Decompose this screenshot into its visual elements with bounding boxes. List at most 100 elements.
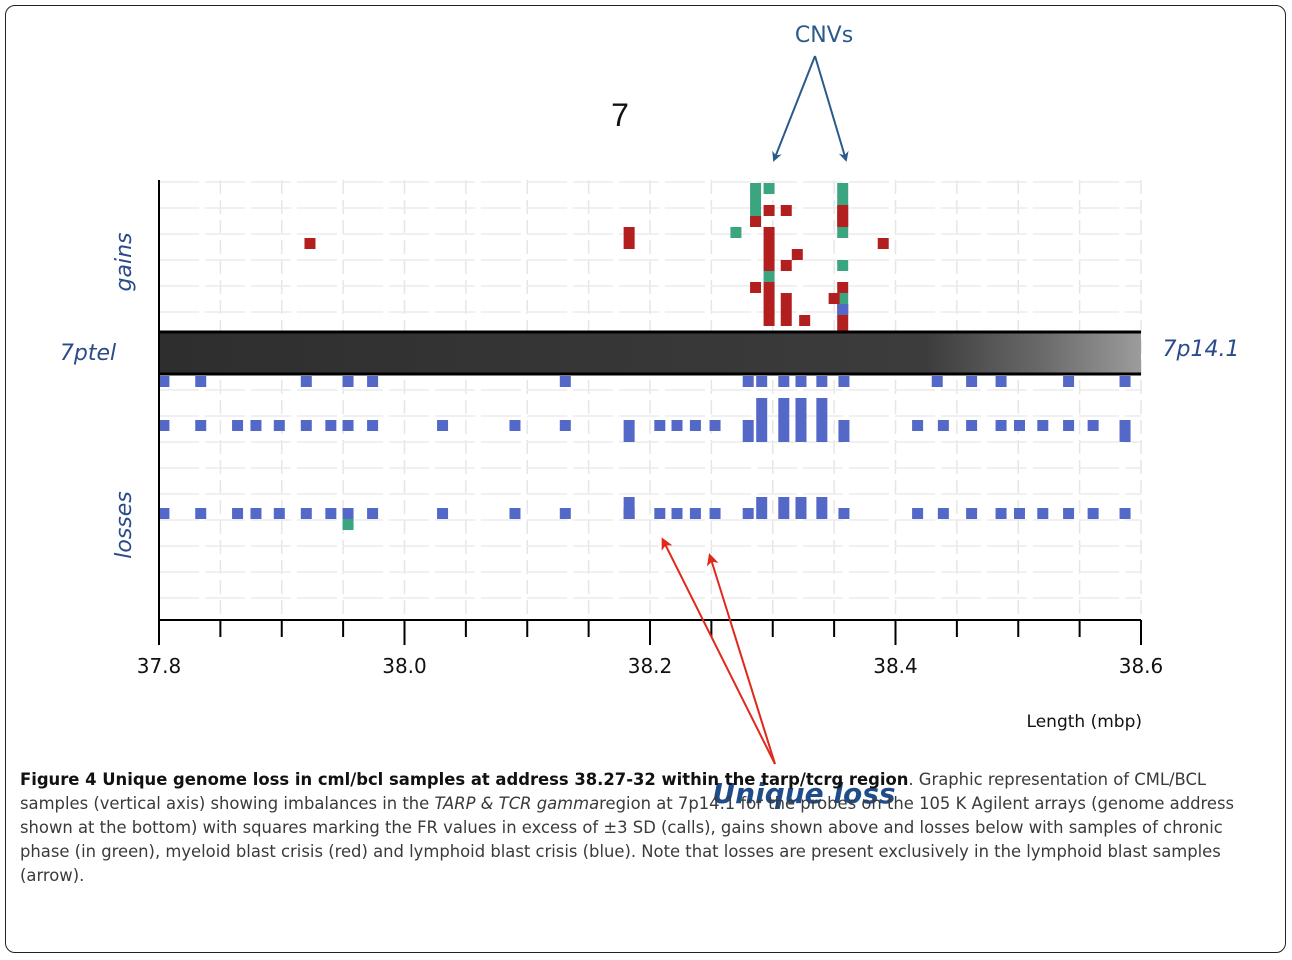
mark-gain: [780, 293, 792, 304]
mark-gain: [837, 315, 849, 326]
mark-loss: [742, 508, 754, 519]
mark-gain: [763, 205, 775, 216]
mark-loss: [689, 508, 701, 519]
mark-loss: [838, 431, 850, 442]
mark-loss: [795, 398, 807, 409]
mark-loss: [838, 420, 850, 431]
mark-gain: [750, 282, 762, 293]
mark-gain: [730, 227, 742, 238]
figure-frame: [5, 5, 1286, 953]
mark-gain: [763, 293, 775, 304]
mark-loss: [995, 508, 1007, 519]
mark-loss: [816, 376, 828, 387]
mark-gain: [623, 227, 635, 238]
mark-loss: [1119, 508, 1131, 519]
mark-loss: [795, 376, 807, 387]
mark-gain: [780, 315, 792, 326]
x-axis-label: Length (mbp): [1027, 712, 1142, 732]
mark-loss: [437, 420, 449, 431]
mark-loss: [838, 376, 850, 387]
mark-loss: [509, 420, 521, 431]
mark-gain: [623, 238, 635, 249]
mark-loss: [232, 420, 244, 431]
mark-loss: [654, 420, 666, 431]
mark-gain: [837, 194, 849, 205]
mark-loss: [300, 508, 312, 519]
mark-gain: [763, 304, 775, 315]
mark-loss: [937, 420, 949, 431]
mark-loss: [1119, 376, 1131, 387]
mark-loss: [559, 508, 571, 519]
mark-loss: [1013, 508, 1025, 519]
mark-gain: [837, 293, 849, 304]
mark-loss: [816, 431, 828, 442]
mark-loss: [623, 508, 635, 519]
mark-gain: [304, 238, 316, 249]
mark-loss: [325, 508, 337, 519]
mark-gain: [763, 238, 775, 249]
mark-loss: [195, 420, 207, 431]
x-tick-label: 37.8: [137, 654, 182, 678]
data-marks: [158, 183, 1131, 530]
mark-loss: [816, 508, 828, 519]
mark-loss: [273, 508, 285, 519]
mark-loss: [1063, 420, 1075, 431]
mark-loss: [559, 420, 571, 431]
mark-loss: [816, 420, 828, 431]
mark-loss: [1013, 420, 1025, 431]
mark-loss: [437, 508, 449, 519]
mark-loss: [838, 508, 850, 519]
mark-loss: [795, 409, 807, 420]
unique-loss-arrow-right: [706, 553, 776, 765]
mark-gain: [750, 216, 762, 227]
mark-loss: [195, 376, 207, 387]
cnvs-arrow-right: [814, 55, 849, 162]
mark-loss: [342, 508, 354, 519]
mark-loss: [1063, 508, 1075, 519]
mark-loss: [300, 420, 312, 431]
mark-loss: [778, 431, 790, 442]
mark-gain: [763, 227, 775, 238]
mark-loss: [816, 409, 828, 420]
mark-loss: [778, 420, 790, 431]
mark-loss: [623, 497, 635, 508]
mark-loss: [966, 420, 978, 431]
mark-loss: [742, 431, 754, 442]
mark-loss: [995, 420, 1007, 431]
unique-loss-annotation: Unique loss: [712, 777, 895, 810]
mark-loss: [367, 508, 379, 519]
caption-title: Figure 4 Unique genome loss in cml/bcl s…: [20, 770, 909, 789]
mark-loss: [966, 508, 978, 519]
mark-gain: [763, 260, 775, 271]
mark-loss: [623, 431, 635, 442]
mark-loss: [756, 431, 768, 442]
mark-gain: [837, 205, 849, 216]
mark-loss: [232, 508, 244, 519]
mark-gain: [837, 216, 849, 227]
cnvs-arrow-left: [772, 55, 816, 162]
mark-loss: [778, 508, 790, 519]
mark-loss: [158, 508, 170, 519]
mark-loss: [756, 508, 768, 519]
mark-loss: [559, 376, 571, 387]
mark-loss: [671, 420, 683, 431]
mark-loss: [816, 398, 828, 409]
mark-loss: [1119, 431, 1131, 442]
mark-loss: [709, 508, 721, 519]
mark-gain: [837, 304, 849, 315]
mark-loss: [778, 376, 790, 387]
caption-italic: TARP & TCR gamma: [434, 794, 600, 813]
mark-loss: [342, 420, 354, 431]
mark-gain: [763, 315, 775, 326]
mark-loss: [1087, 420, 1099, 431]
unique-loss-arrow-left: [661, 537, 776, 765]
gains-label: gains: [112, 233, 137, 292]
mark-loss: [778, 497, 790, 508]
mark-loss: [671, 508, 683, 519]
mark-loss: [756, 398, 768, 409]
x-tick-label: 38.0: [382, 654, 427, 678]
mark-gain: [780, 304, 792, 315]
mark-gain: [763, 183, 775, 194]
mark-loss: [1063, 376, 1075, 387]
